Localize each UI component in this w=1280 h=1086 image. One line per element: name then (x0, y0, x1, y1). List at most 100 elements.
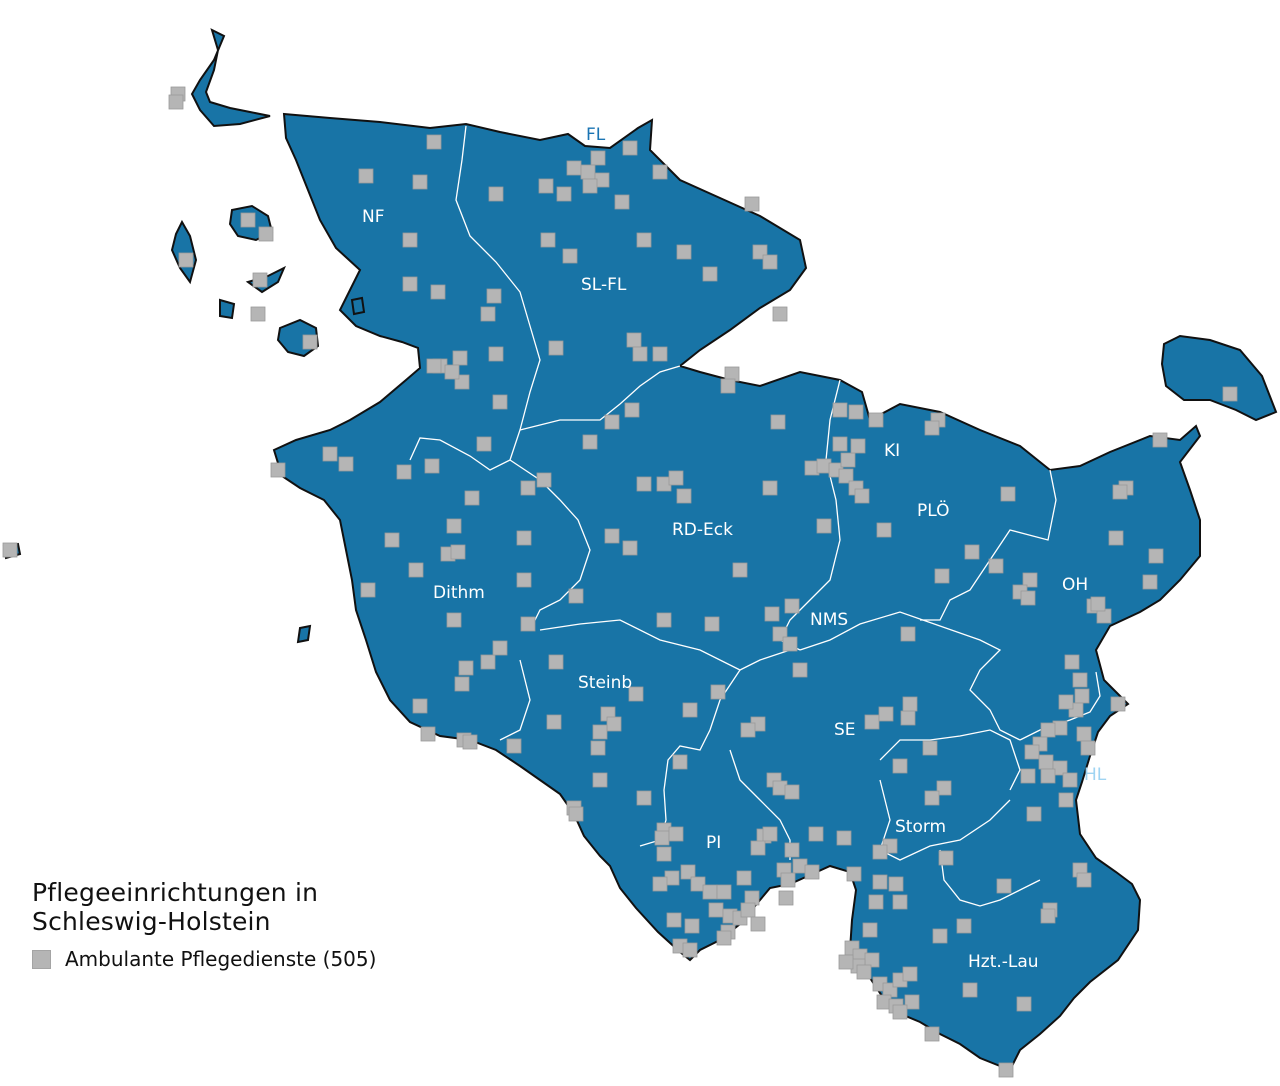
facility-marker[interactable] (902, 966, 918, 982)
facility-marker[interactable] (492, 394, 508, 410)
facility-marker[interactable] (682, 702, 698, 718)
district-label-ploe[interactable]: PLÖ (917, 499, 950, 521)
facility-marker[interactable] (666, 912, 682, 928)
facility-marker[interactable] (762, 480, 778, 496)
facility-marker[interactable] (784, 598, 800, 614)
facility-marker[interactable] (892, 1004, 908, 1020)
facility-marker[interactable] (556, 186, 572, 202)
facility-marker[interactable] (900, 626, 916, 642)
facility-marker[interactable] (446, 612, 462, 628)
facility-marker[interactable] (420, 726, 436, 742)
facility-marker[interactable] (636, 476, 652, 492)
district-label-storm[interactable]: Storm (895, 817, 946, 837)
facility-marker[interactable] (464, 490, 480, 506)
facility-marker[interactable] (864, 714, 880, 730)
facility-marker[interactable] (488, 346, 504, 362)
facility-marker[interactable] (710, 684, 726, 700)
facility-marker[interactable] (848, 404, 864, 420)
facility-marker[interactable] (1074, 688, 1090, 704)
district-label-hzt-lau[interactable]: Hzt.-Lau (968, 952, 1039, 972)
facility-marker[interactable] (846, 866, 862, 882)
facility-marker[interactable] (590, 150, 606, 166)
facility-marker[interactable] (358, 168, 374, 184)
district-label-nms[interactable]: NMS (810, 610, 848, 630)
facility-marker[interactable] (892, 758, 908, 774)
city-label-ki[interactable]: KI (884, 441, 900, 461)
facility-marker[interactable] (808, 826, 824, 842)
facility-marker[interactable] (408, 562, 424, 578)
facility-marker[interactable] (750, 840, 766, 856)
facility-marker[interactable] (444, 364, 460, 380)
facility-marker[interactable] (936, 780, 952, 796)
district-label-se[interactable]: SE (834, 720, 856, 740)
facility-marker[interactable] (568, 806, 584, 822)
facility-marker[interactable] (850, 438, 866, 454)
facility-marker[interactable] (772, 306, 788, 322)
facility-marker[interactable] (676, 244, 692, 260)
facility-marker[interactable] (680, 864, 696, 880)
city-label-fl[interactable]: FL (586, 125, 606, 145)
facility-marker[interactable] (840, 452, 856, 468)
facility-marker[interactable] (1148, 548, 1164, 564)
district-label-pi[interactable]: PI (706, 833, 721, 853)
facility-marker[interactable] (568, 588, 584, 604)
facility-marker[interactable] (996, 878, 1012, 894)
facility-marker[interactable] (740, 722, 756, 738)
facility-marker[interactable] (924, 420, 940, 436)
facility-marker[interactable] (402, 232, 418, 248)
facility-marker[interactable] (520, 480, 536, 496)
facility-marker[interactable] (832, 436, 848, 452)
facility-marker[interactable] (988, 558, 1004, 574)
facility-marker[interactable] (1040, 908, 1056, 924)
facility-marker[interactable] (622, 140, 638, 156)
facility-marker[interactable] (872, 874, 888, 890)
facility-marker[interactable] (836, 830, 852, 846)
facility-marker[interactable] (964, 544, 980, 560)
facility-marker[interactable] (1016, 996, 1032, 1012)
facility-marker[interactable] (604, 528, 620, 544)
facility-marker[interactable] (868, 894, 884, 910)
facility-marker[interactable] (888, 876, 904, 892)
facility-marker[interactable] (338, 456, 354, 472)
facility-marker[interactable] (956, 918, 972, 934)
facility-marker[interactable] (708, 902, 724, 918)
facility-marker[interactable] (832, 402, 848, 418)
facility-marker[interactable] (1024, 744, 1040, 760)
facility-marker[interactable] (396, 464, 412, 480)
facility-marker[interactable] (480, 654, 496, 670)
facility-marker[interactable] (614, 194, 630, 210)
facility-marker[interactable] (1142, 574, 1158, 590)
facility-marker[interactable] (1152, 432, 1168, 448)
facility-marker[interactable] (656, 612, 672, 628)
facility-marker[interactable] (1040, 722, 1056, 738)
facility-marker[interactable] (924, 1026, 940, 1042)
district-label-sl-fl[interactable]: SL-FL (581, 275, 627, 295)
facility-marker[interactable] (1020, 768, 1036, 784)
facility-marker[interactable] (628, 686, 644, 702)
facility-marker[interactable] (744, 196, 760, 212)
facility-marker[interactable] (1052, 760, 1068, 776)
facility-marker[interactable] (426, 134, 442, 150)
facility-marker[interactable] (938, 850, 954, 866)
facility-marker[interactable] (1112, 484, 1128, 500)
facility-marker[interactable] (668, 470, 684, 486)
facility-marker[interactable] (876, 522, 892, 538)
facility-marker[interactable] (446, 518, 462, 534)
facility-marker[interactable] (548, 340, 564, 356)
facility-marker[interactable] (736, 870, 752, 886)
facility-marker[interactable] (540, 232, 556, 248)
facility-marker[interactable] (804, 864, 820, 880)
facility-marker[interactable] (764, 606, 780, 622)
facility-marker[interactable] (656, 846, 672, 862)
facility-marker[interactable] (716, 884, 732, 900)
facility-marker[interactable] (2, 542, 18, 558)
facility-marker[interactable] (1058, 792, 1074, 808)
city-label-hl[interactable]: HL (1084, 765, 1107, 785)
district-label-oh[interactable]: OH (1062, 575, 1088, 595)
facility-marker[interactable] (546, 714, 562, 730)
facility-marker[interactable] (702, 884, 718, 900)
facility-marker[interactable] (1222, 386, 1238, 402)
facility-marker[interactable] (878, 706, 894, 722)
facility-marker[interactable] (322, 446, 338, 462)
facility-marker[interactable] (872, 844, 888, 860)
